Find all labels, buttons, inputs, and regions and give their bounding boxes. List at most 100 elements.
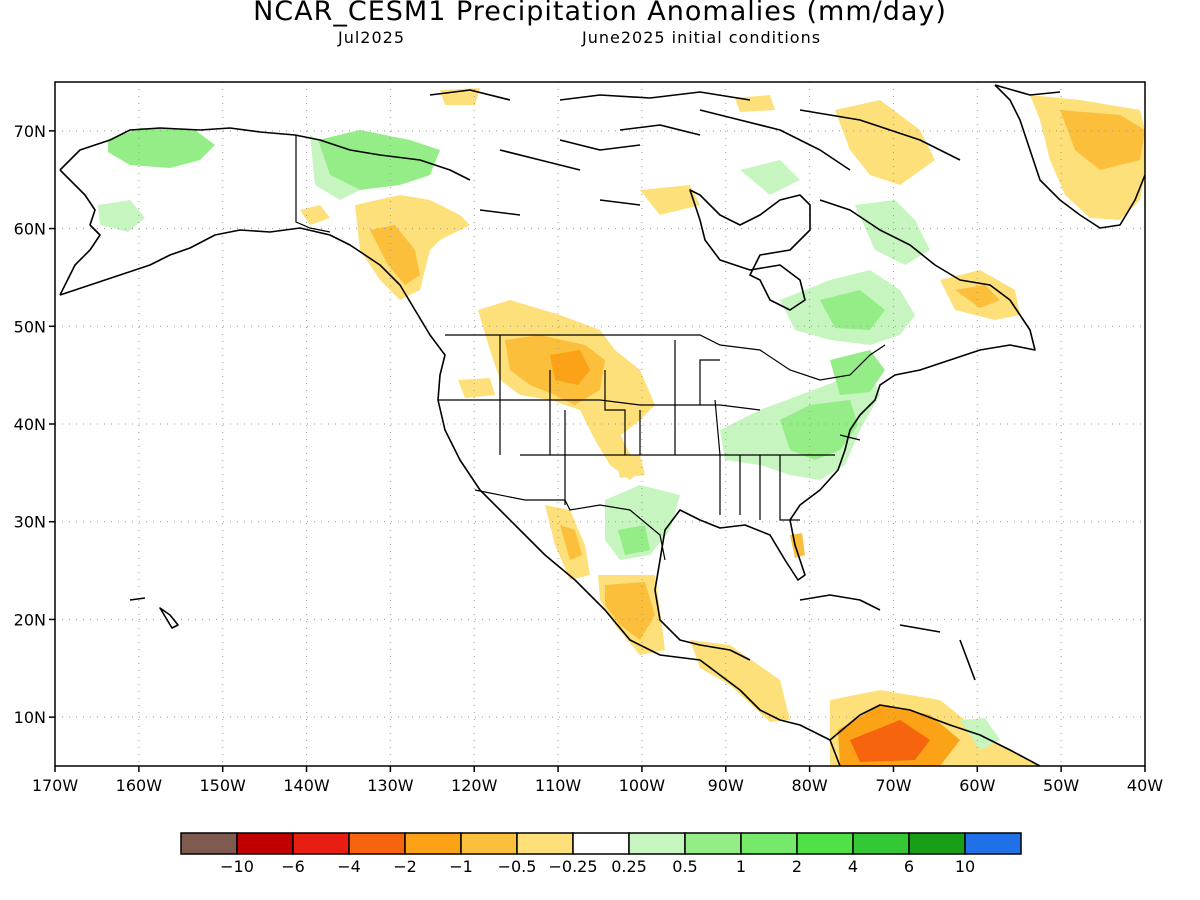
coast-caribbean-islands [799, 594, 976, 681]
colorbar-swatch [740, 832, 798, 855]
colorbar-swatch [852, 832, 910, 855]
lon-label: 90W [708, 776, 744, 795]
border-us-canada [445, 334, 886, 381]
colorbar-swatch [460, 832, 518, 855]
border-alaska-canada [295, 135, 331, 233]
us-state-lines [438, 335, 861, 521]
colorbar-swatch [236, 832, 294, 855]
map-title: NCAR_CESM1 Precipitation Anomalies (mm/d… [253, 0, 947, 27]
lon-label: 160W [116, 776, 163, 795]
lon-label: 150W [200, 776, 247, 795]
political-boundaries [295, 135, 886, 561]
wet-region-appalachia [780, 400, 858, 460]
coast-hawaii [129, 597, 179, 629]
colorbar-label: −2 [393, 857, 417, 876]
border-us-mexico [474, 489, 666, 561]
dry-region-sonora [560, 525, 582, 560]
wet-region-northeast [830, 350, 885, 395]
colorbar-label: −0.5 [497, 857, 537, 876]
colorbar-swatch [404, 832, 462, 855]
lon-label: 60W [959, 776, 995, 795]
wet-region-guiana [960, 718, 1000, 750]
colorbar-label: 0.25 [611, 857, 647, 876]
colorbar-swatch [796, 832, 854, 855]
colorbar-swatch [628, 832, 686, 855]
coast-greenland-west [994, 84, 1061, 96]
lon-label: 140W [283, 776, 330, 795]
wet-region-labrador [855, 200, 930, 265]
colorbar-swatch [572, 832, 630, 855]
lat-label: 30N [14, 513, 46, 532]
lon-label: 100W [619, 776, 666, 795]
colorbar-swatch [180, 832, 238, 855]
wet-region-yukon [318, 130, 440, 190]
wet-region-nunavut [740, 160, 800, 195]
lon-label: 120W [451, 776, 498, 795]
lon-label: 130W [367, 776, 414, 795]
colorbar-label: 10 [954, 857, 976, 876]
lat-label: 20N [14, 610, 46, 629]
initial-conditions: June2025 initial conditions [582, 28, 822, 47]
lon-label: 40W [1127, 776, 1163, 795]
coast-greenland [994, 84, 1145, 229]
colorbar-label: −0.25 [548, 857, 598, 876]
colorbar-swatch [684, 832, 742, 855]
colorbar-swatch [348, 832, 406, 855]
dry-region-central-america [690, 640, 790, 722]
lat-label: 70N [14, 122, 46, 141]
colorbar-swatch [964, 832, 1022, 855]
anomaly-shading [98, 88, 1145, 766]
lon-label: 170W [32, 776, 79, 795]
dry-region-arctic-north [735, 95, 775, 112]
colorbar-label: −1 [449, 857, 473, 876]
lat-label: 40N [14, 415, 46, 434]
dry-region-newfoundland-core [955, 285, 1000, 308]
longitude-labels: 170W 160W 150W 140W 130W 120W 110W 100W 90W 80W 70… [32, 776, 1163, 795]
colorbar [180, 832, 1022, 855]
lon-label: 70W [875, 776, 911, 795]
coast-alaska [59, 227, 841, 766]
lon-label: 110W [535, 776, 582, 795]
lon-label: 50W [1043, 776, 1079, 795]
colorbar-label: 0.5 [672, 857, 698, 876]
dry-region-oklahoma [615, 455, 645, 478]
dry-region-bc-core [370, 225, 420, 285]
colorbar-label: 6 [903, 857, 915, 876]
colorbar-label: 1 [735, 857, 747, 876]
dry-region-arctic [835, 100, 935, 185]
wet-region-alaska-north [108, 128, 215, 168]
wet-region-alaska-south [98, 200, 145, 232]
coast-labrador [654, 199, 1036, 661]
dry-region-yukon-small [300, 205, 330, 225]
colorbar-label: −6 [281, 857, 305, 876]
colorbar-swatch [292, 832, 350, 855]
lat-label: 10N [14, 708, 46, 727]
latitude-labels: 10N 20N 30N 40N 50N 60N 70N [14, 122, 46, 727]
coast-west-alaska [59, 169, 101, 296]
wet-region-mexico-core [618, 525, 650, 555]
dry-region-great-basin [458, 378, 495, 398]
lat-label: 60N [14, 220, 46, 239]
lon-label: 80W [792, 776, 828, 795]
coast-hudson-bay [689, 189, 811, 311]
colorbar-swatch [908, 832, 966, 855]
colorbar-label: −4 [337, 857, 361, 876]
dry-region-baffin [640, 185, 700, 215]
colorbar-label: 2 [791, 857, 803, 876]
wet-region-quebec-core [820, 290, 885, 330]
colorbar-label: −10 [220, 857, 254, 876]
coast-alaska-north [59, 127, 471, 181]
forecast-month: Jul2025 [338, 28, 406, 47]
dry-region-colombia-core [850, 720, 930, 762]
coast-south-america [829, 704, 1041, 766]
dry-region-montana-core [550, 350, 590, 385]
dry-region-greenland-core [1060, 110, 1145, 170]
wet-region-yukon-outer [310, 135, 360, 200]
dry-region-mexico-core [605, 582, 655, 640]
colorbar-label: 4 [847, 857, 859, 876]
colorbar-swatch [516, 832, 574, 855]
coast-arctic-islands [429, 89, 961, 216]
axis-ticks [49, 130, 1146, 772]
lat-label: 50N [14, 317, 46, 336]
